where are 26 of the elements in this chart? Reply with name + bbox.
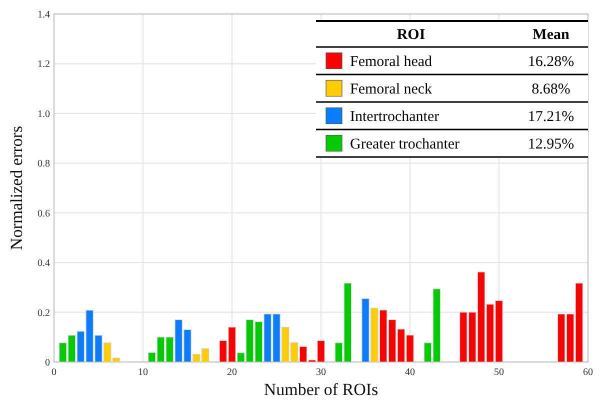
annotation: Mean — [532, 26, 570, 43]
legend-label: Femoral head — [350, 54, 433, 70]
x-axis-title: Number of ROIs — [264, 380, 378, 399]
y-tick-label: 0.4 — [38, 258, 50, 270]
y-axis-title: Normalized errors — [7, 126, 26, 250]
x-tick-label: 40 — [405, 367, 415, 378]
y-tick-label: 0.6 — [38, 208, 50, 220]
legend-label: Intertrochanter — [350, 109, 440, 125]
y-tick-label: 1.4 — [38, 10, 50, 20]
y-tick-label: 0 — [45, 358, 50, 368]
annotation: 8.68% — [532, 82, 570, 98]
x-tick-label: 60 — [583, 367, 593, 378]
annotation: 12.95% — [528, 136, 574, 152]
legend-label: Greater trochanter — [350, 136, 460, 152]
y-tick-label: 1.2 — [38, 59, 50, 70]
y-tick-label: 0.2 — [38, 308, 50, 319]
legend-title: ROI — [396, 26, 426, 43]
x-tick-label: 50 — [494, 367, 504, 378]
y-tick-label: 0.8 — [38, 158, 50, 170]
legend-label: Femoral neck — [350, 82, 433, 98]
annotation: 16.28% — [528, 54, 574, 70]
x-tick-label: 10 — [138, 367, 148, 378]
x-tick-label: 20 — [227, 367, 237, 378]
annotation: 17.21% — [528, 109, 574, 125]
x-tick-label: 30 — [316, 367, 326, 378]
y-tick-label: 1.0 — [38, 108, 50, 120]
